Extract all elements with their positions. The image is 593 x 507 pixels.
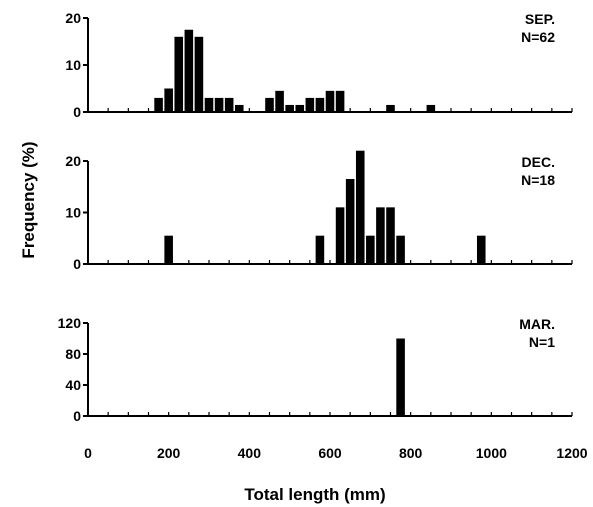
bar: [335, 90, 345, 112]
panel-mar: 0 40 80 120 MAR. N=1: [58, 315, 573, 424]
bar: [396, 338, 405, 416]
x-tick-label: 800: [399, 445, 423, 461]
bar: [325, 90, 335, 112]
bar: [315, 97, 325, 112]
bar: [184, 29, 194, 112]
bar: [295, 104, 305, 112]
bar: [285, 104, 294, 112]
bar: [275, 90, 284, 112]
bar: [194, 36, 204, 112]
y-tick-label: 0: [73, 256, 81, 272]
bar: [366, 235, 375, 264]
panels: 0 10 20 SEP. N=62 0 10 20 DEC. N=18 0 40 80 120 MAR. N=…: [58, 10, 573, 424]
bar: [174, 36, 184, 112]
bar: [204, 97, 214, 112]
x-tick-label: 400: [238, 445, 262, 461]
x-tick-label: 0: [84, 445, 92, 461]
bar: [234, 104, 244, 112]
panel-label: SEP.: [525, 11, 555, 27]
y-tick-label: 10: [65, 205, 81, 221]
y-tick-label: 0: [73, 104, 81, 120]
bar: [214, 97, 224, 112]
bar: [386, 207, 395, 264]
panel-n-label: N=62: [521, 29, 555, 45]
panel-dec: 0 10 20 DEC. N=18: [65, 150, 573, 272]
panel-sep: 0 10 20 SEP. N=62: [65, 10, 573, 120]
panel-n-label: N=18: [521, 172, 555, 188]
bar: [355, 150, 365, 264]
x-axis-title: Total length (mm): [244, 485, 385, 504]
y-tick-label: 20: [65, 10, 81, 26]
bar: [426, 104, 436, 112]
x-tick-label: 1000: [476, 445, 507, 461]
bar: [315, 235, 325, 264]
bar: [164, 88, 173, 112]
y-tick-label: 10: [65, 57, 81, 73]
bar: [386, 104, 395, 112]
bar: [305, 97, 315, 112]
bar: [376, 207, 385, 264]
bar: [164, 235, 173, 264]
panel-n-label: N=1: [529, 334, 555, 350]
x-tick-label: 600: [318, 445, 342, 461]
y-tick-label: 80: [65, 346, 81, 362]
bar: [396, 235, 405, 264]
bar: [154, 97, 163, 112]
x-axis: 0 200 400 600 800 1000 1200: [84, 445, 588, 461]
y-tick-label: 40: [65, 377, 81, 393]
y-tick-label: 0: [73, 408, 81, 424]
bar: [335, 207, 345, 264]
bar: [265, 97, 274, 112]
x-tick-label: 200: [157, 445, 181, 461]
y-tick-label: 20: [65, 153, 81, 169]
bar: [345, 179, 355, 264]
y-tick-label: 120: [58, 315, 82, 331]
panel-label: MAR.: [519, 316, 555, 332]
y-axis-title: Frequency (%): [19, 141, 38, 258]
x-tick-label: 1200: [556, 445, 587, 461]
bar: [476, 235, 486, 264]
bar: [224, 97, 234, 112]
panel-label: DEC.: [522, 154, 555, 170]
